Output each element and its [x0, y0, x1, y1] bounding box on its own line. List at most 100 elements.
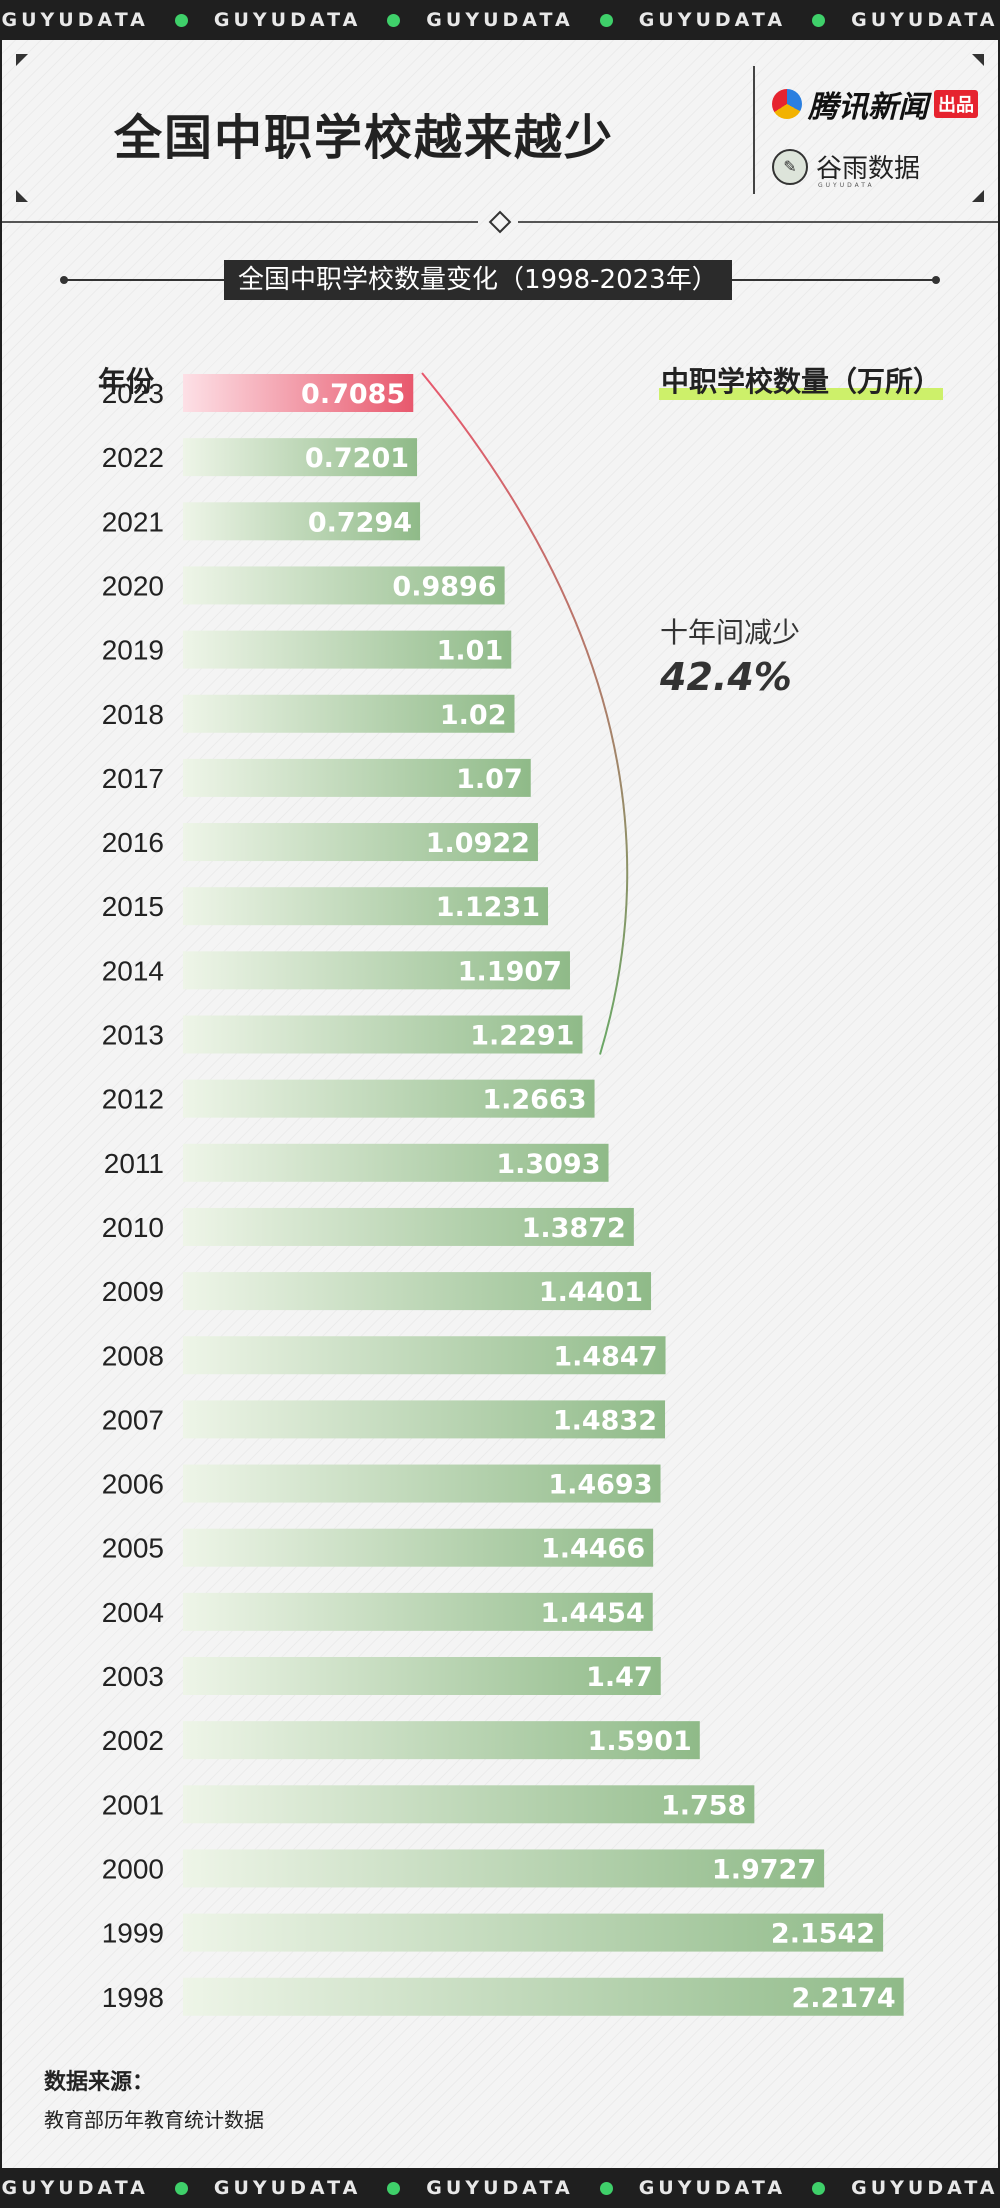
- band-text: GUYUDATA: [638, 2177, 787, 2199]
- bar-chart: 2023 0.7085 2022 0.7201 2021 0.7294 2020 0.9896…: [102, 372, 904, 2016]
- year-label: 2019: [102, 635, 164, 666]
- bar: [183, 1143, 609, 1182]
- bar-value-label: 1.4693: [548, 1470, 652, 1501]
- bar: [183, 1464, 661, 1503]
- bar-value-label: 1.9727: [712, 1854, 816, 1885]
- year-label: 2006: [102, 1469, 164, 1500]
- band-text: GUYUDATA: [1, 2177, 149, 2199]
- corner-mark: [972, 190, 984, 202]
- bar-value-label: 1.2663: [482, 1085, 586, 1116]
- bar-value-label: 1.1231: [436, 892, 540, 923]
- header-divider: [753, 66, 755, 194]
- year-label: 2017: [102, 763, 164, 794]
- bar: [183, 374, 414, 412]
- year-label: 2002: [102, 1725, 164, 1756]
- bar-value-label: 0.7085: [301, 379, 405, 410]
- band-dot-icon: [174, 2181, 188, 2195]
- bar: [183, 1207, 634, 1246]
- bar: [183, 438, 418, 477]
- year-label: 2020: [102, 570, 164, 601]
- bar-value-label: 1.2291: [470, 1021, 574, 1052]
- bar: [183, 566, 505, 605]
- bar-value-label: 1.47: [586, 1662, 653, 1693]
- year-label: 2008: [102, 1340, 164, 1371]
- band-dot-icon: [387, 13, 401, 27]
- year-label: 2016: [102, 827, 164, 858]
- band-text: GUYUDATA: [638, 9, 787, 31]
- annotation-arc: [421, 372, 629, 1055]
- bar-value-label: 1.5901: [588, 1726, 692, 1757]
- year-label: 2004: [102, 1597, 164, 1628]
- bar-value-label: 1.01: [437, 636, 504, 667]
- bar: [183, 1079, 595, 1118]
- bar-value-label: 1.4847: [553, 1341, 657, 1372]
- header: 全国中职学校越来越少 腾讯新闻 出品 ✎ 谷雨数据 GUYUDATA: [2, 40, 998, 220]
- divider-line: [518, 221, 998, 223]
- year-label: 1998: [102, 1982, 164, 2013]
- bar: [183, 1785, 755, 1824]
- bar: [183, 1721, 700, 1760]
- brand-tencent-news: 腾讯新闻 出品: [772, 82, 978, 126]
- chart-title-row: 全国中职学校数量变化（1998-2023年）: [2, 260, 998, 300]
- bar-value-label: 1.0922: [426, 828, 530, 859]
- bar: [183, 502, 421, 541]
- bar-value-label: 1.4832: [553, 1405, 657, 1436]
- divider-line: [2, 221, 478, 223]
- bar: [183, 1592, 653, 1631]
- band-text: GUYUDATA: [213, 9, 362, 31]
- year-label: 2013: [102, 1020, 164, 1051]
- bar: [183, 1657, 661, 1695]
- year-label: 2009: [102, 1276, 164, 1307]
- bar: [183, 694, 515, 733]
- year-label: 2012: [102, 1084, 164, 1115]
- bar: [183, 1272, 652, 1311]
- band-dot-icon: [387, 2181, 401, 2195]
- corner-mark: [972, 54, 984, 66]
- bar: [183, 1528, 654, 1567]
- bar-value-label: 0.9896: [392, 571, 496, 602]
- x-axis-label: 中职学校数量（万所）: [659, 360, 944, 400]
- band-text: GUYUDATA: [426, 9, 574, 31]
- band-text: GUYUDATA: [851, 2177, 999, 2199]
- bar-value-label: 1.3872: [522, 1213, 626, 1244]
- bar-value-label: 1.3093: [496, 1149, 600, 1180]
- annotation-value: 42.4%: [659, 655, 792, 699]
- brand-primary-tag: 出品: [934, 90, 978, 118]
- corner-mark: [16, 190, 28, 202]
- band-text: GUYUDATA: [426, 2177, 574, 2199]
- bar-value-label: 0.7201: [305, 443, 409, 474]
- bar-value-label: 1.1907: [458, 956, 562, 987]
- tencent-news-logo-icon: [772, 89, 802, 119]
- year-label: 2023: [102, 378, 164, 409]
- bar-value-label: 1.4401: [539, 1277, 643, 1308]
- bar: [183, 1400, 666, 1439]
- band-dot-icon: [174, 13, 188, 27]
- year-label: 2005: [102, 1533, 164, 1564]
- band-dot-icon: [812, 13, 826, 27]
- band-dot-icon: [599, 13, 613, 27]
- annotation-text: 十年间减少: [660, 616, 800, 649]
- chart-title: 全国中职学校数量变化（1998-2023年）: [224, 260, 732, 300]
- bar-value-label: 0.7294: [308, 507, 412, 538]
- bar: [183, 1849, 825, 1888]
- bar-value-label: 2.1542: [771, 1919, 875, 1950]
- bar-value-label: 1.07: [456, 764, 523, 795]
- bar: [183, 823, 538, 862]
- year-label: 2007: [102, 1404, 164, 1435]
- top-band: GUYUDATA GUYUDATA GUYUDATA GUYUDATA GUYUDATA: [0, 0, 1000, 40]
- source-label: 数据来源：: [44, 2070, 155, 2095]
- bar: [183, 758, 531, 797]
- year-label: 2000: [102, 1853, 164, 1884]
- year-label: 2021: [102, 506, 164, 537]
- year-label: 1999: [102, 1918, 164, 1949]
- year-label: 2011: [104, 1148, 164, 1179]
- bar: [183, 1015, 583, 1054]
- bar: [183, 887, 549, 926]
- bar: [183, 1913, 884, 1952]
- bar-value-label: 2.2174: [791, 1983, 895, 2014]
- y-axis-label: 年份: [98, 365, 155, 398]
- brand-guyu-data: ✎ 谷雨数据 GUYUDATA: [772, 148, 920, 189]
- year-label: 2022: [102, 442, 164, 473]
- year-label: 2003: [102, 1661, 164, 1692]
- year-label: 2010: [102, 1212, 164, 1243]
